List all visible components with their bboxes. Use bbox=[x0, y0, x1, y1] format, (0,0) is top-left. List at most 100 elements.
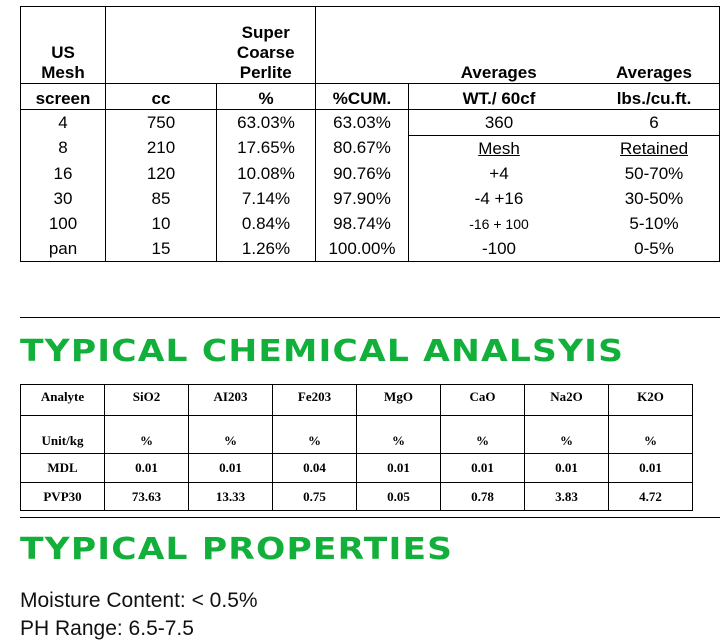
cell-retained-heading: Retained bbox=[589, 135, 720, 161]
cell-screen: 100 bbox=[20, 211, 106, 236]
cell-mesh: -4 +16 bbox=[408, 186, 589, 211]
chem-cell: % bbox=[608, 415, 693, 454]
cell-percent: 10.08% bbox=[216, 161, 316, 186]
cell-retained: 50-70% bbox=[589, 161, 720, 186]
chem-cell: 0.75 bbox=[272, 482, 357, 511]
chem-header-cell: SiO2 bbox=[104, 384, 189, 416]
sieve-header-row-2: screen cc % %CUM. WT./ 60cf lbs./cu.ft. bbox=[20, 83, 720, 110]
cell-cum: 80.67% bbox=[315, 135, 409, 161]
cell-percent: 1.26% bbox=[216, 236, 316, 262]
cell-cc: 210 bbox=[105, 135, 217, 161]
chem-cell: 3.83 bbox=[524, 482, 609, 511]
cell-cum: 63.03% bbox=[315, 109, 409, 136]
sieve-header-row-1: US Mesh Super Coarse Perlite Averages Av… bbox=[20, 6, 720, 84]
table-row: 100 10 0.84% 98.74% -16 + 100 5-10% bbox=[20, 211, 720, 236]
cell-cum: 90.76% bbox=[315, 161, 409, 186]
header-super-coarse-perlite: Super Coarse Perlite bbox=[216, 6, 316, 84]
cell-mesh-heading: Mesh bbox=[408, 135, 589, 161]
table-row: MDL 0.01 0.01 0.04 0.01 0.01 0.01 0.01 bbox=[20, 453, 693, 483]
header-lbs-cuft: lbs./cu.ft. bbox=[589, 83, 720, 110]
chem-cell: % bbox=[188, 415, 273, 454]
cell-cc: 85 bbox=[105, 186, 217, 211]
section-divider bbox=[20, 317, 720, 318]
sieve-analysis-table: US Mesh Super Coarse Perlite Averages Av… bbox=[20, 6, 720, 262]
chem-header-cell: K2O bbox=[608, 384, 693, 416]
table-row: 16 120 10.08% 90.76% +4 50-70% bbox=[20, 161, 720, 186]
chem-cell: 0.01 bbox=[524, 453, 609, 483]
header-wt-60cf: WT./ 60cf bbox=[408, 83, 589, 110]
table-row: Unit/kg % % % % % % % bbox=[20, 415, 693, 454]
chem-cell: 0.78 bbox=[440, 482, 525, 511]
chem-header-cell: Na2O bbox=[524, 384, 609, 416]
cell-mesh: +4 bbox=[408, 161, 589, 186]
table-row: 30 85 7.14% 97.90% -4 +16 30-50% bbox=[20, 186, 720, 211]
chem-cell: 0.01 bbox=[356, 453, 441, 483]
header-averages-2: Averages bbox=[589, 6, 720, 84]
chem-cell: 0.01 bbox=[188, 453, 273, 483]
chemical-analysis-title: TYPICAL CHEMICAL ANALSYIS bbox=[20, 334, 625, 369]
cell-lbs-cuft: 6 bbox=[589, 109, 720, 136]
cell-screen: 4 bbox=[20, 109, 106, 136]
cell-cc: 15 bbox=[105, 236, 217, 262]
chem-cell: 0.04 bbox=[272, 453, 357, 483]
cell-screen: 30 bbox=[20, 186, 106, 211]
cell-percent: 7.14% bbox=[216, 186, 316, 211]
header-us-mesh: US Mesh bbox=[20, 6, 106, 84]
chem-cell: % bbox=[272, 415, 357, 454]
table-row: 4 750 63.03% 63.03% 360 6 bbox=[20, 109, 720, 136]
cell-mesh: -16 + 100 bbox=[408, 211, 589, 236]
cell-screen: 8 bbox=[20, 135, 106, 161]
cell-screen: pan bbox=[20, 236, 106, 262]
chem-cell: 0.01 bbox=[440, 453, 525, 483]
chemical-analysis-table: Analyte SiO2 AI203 Fe203 MgO CaO Na2O K2… bbox=[20, 384, 693, 511]
chem-cell: 13.33 bbox=[188, 482, 273, 511]
header-screen: screen bbox=[20, 83, 106, 110]
cell-retained: 30-50% bbox=[589, 186, 720, 211]
header-cum: %CUM. bbox=[315, 83, 409, 110]
cell-percent: 63.03% bbox=[216, 109, 316, 136]
property-moisture: Moisture Content: < 0.5% bbox=[20, 589, 258, 612]
header-blank-3 bbox=[315, 6, 409, 84]
cell-retained: 5-10% bbox=[589, 211, 720, 236]
cell-cum: 100.00% bbox=[315, 236, 409, 262]
cell-cum: 97.90% bbox=[315, 186, 409, 211]
chem-cell: % bbox=[440, 415, 525, 454]
cell-screen: 16 bbox=[20, 161, 106, 186]
chem-header-cell: Fe203 bbox=[272, 384, 357, 416]
chem-header-cell: MgO bbox=[356, 384, 441, 416]
chem-cell: % bbox=[104, 415, 189, 454]
chem-cell: Unit/kg bbox=[20, 415, 105, 454]
header-percent: % bbox=[216, 83, 316, 110]
chem-cell: 0.05 bbox=[356, 482, 441, 511]
properties-title: TYPICAL PROPERTIES bbox=[20, 532, 454, 567]
table-row: 8 210 17.65% 80.67% Mesh Retained bbox=[20, 135, 720, 161]
cell-cc: 750 bbox=[105, 109, 217, 136]
header-averages-1: Averages bbox=[408, 6, 589, 84]
chem-header-row: Analyte SiO2 AI203 Fe203 MgO CaO Na2O K2… bbox=[20, 384, 693, 416]
property-ph: PH Range: 6.5-7.5 bbox=[20, 617, 194, 640]
cell-percent: 0.84% bbox=[216, 211, 316, 236]
chem-cell: 4.72 bbox=[608, 482, 693, 511]
header-blank-1 bbox=[105, 6, 217, 84]
cell-cc: 120 bbox=[105, 161, 217, 186]
cell-cum: 98.74% bbox=[315, 211, 409, 236]
table-row: PVP30 73.63 13.33 0.75 0.05 0.78 3.83 4.… bbox=[20, 482, 693, 511]
chem-header-cell: CaO bbox=[440, 384, 525, 416]
chem-cell: 0.01 bbox=[104, 453, 189, 483]
table-row: pan 15 1.26% 100.00% -100 0-5% bbox=[20, 236, 720, 262]
chem-cell: 73.63 bbox=[104, 482, 189, 511]
cell-percent: 17.65% bbox=[216, 135, 316, 161]
chem-cell: PVP30 bbox=[20, 482, 105, 511]
section-divider bbox=[20, 517, 720, 518]
cell-retained: 0-5% bbox=[589, 236, 720, 262]
cell-cc: 10 bbox=[105, 211, 217, 236]
chem-cell: % bbox=[524, 415, 609, 454]
cell-wt-60cf: 360 bbox=[408, 109, 589, 136]
chem-header-cell: Analyte bbox=[20, 384, 105, 416]
chem-cell: % bbox=[356, 415, 441, 454]
chem-cell: 0.01 bbox=[608, 453, 693, 483]
chem-header-cell: AI203 bbox=[188, 384, 273, 416]
cell-mesh: -100 bbox=[408, 236, 589, 262]
header-cc: cc bbox=[105, 83, 217, 110]
chem-cell: MDL bbox=[20, 453, 105, 483]
